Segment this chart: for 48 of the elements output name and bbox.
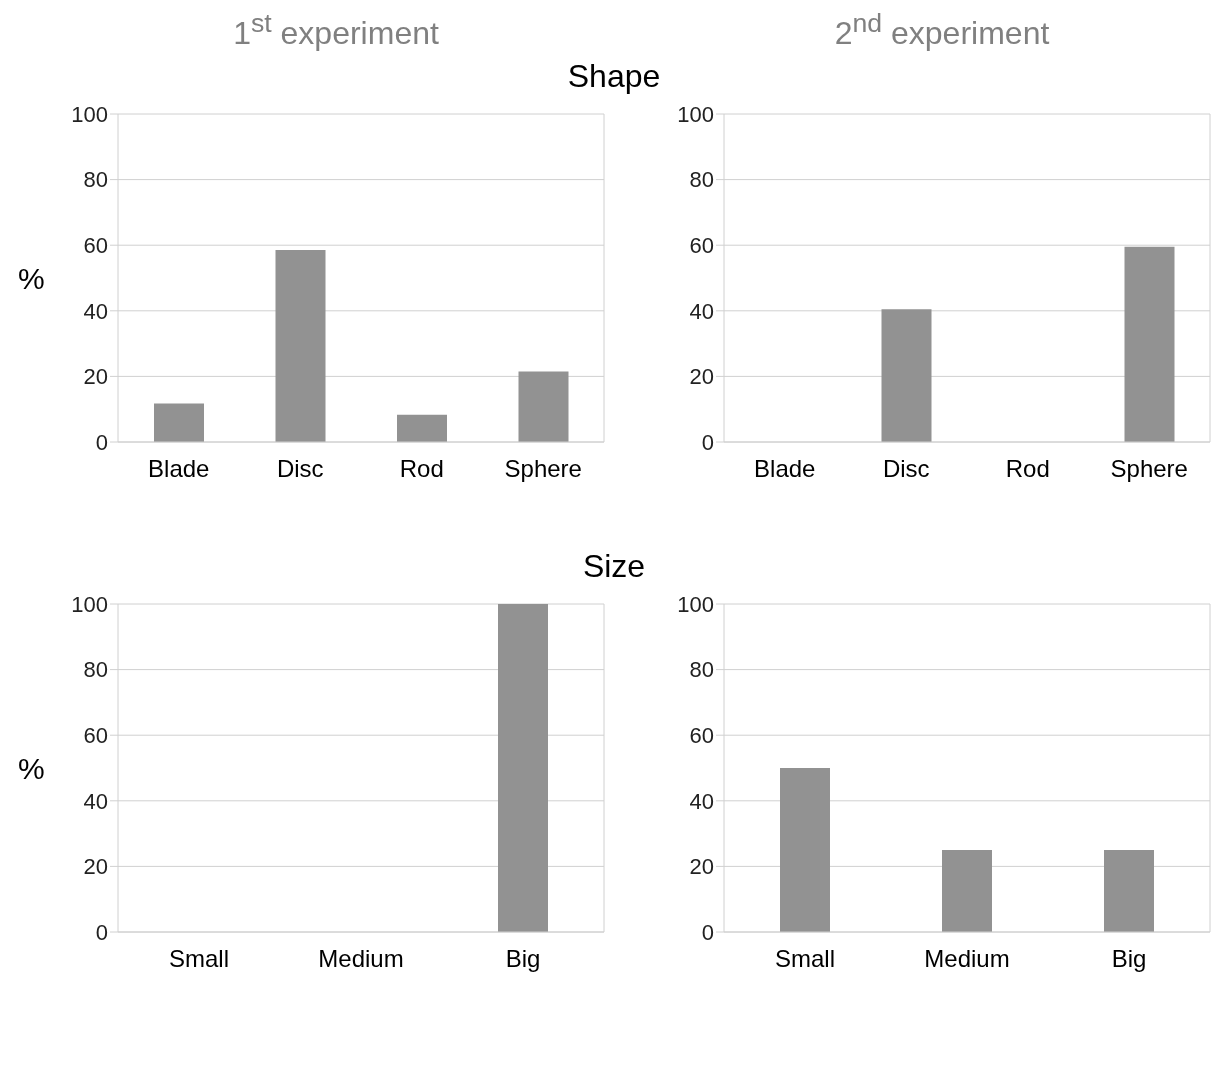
y-tick-label: 100 <box>677 101 714 127</box>
y-tick-label: 60 <box>83 722 108 748</box>
x-tick-label: Blade <box>148 454 210 482</box>
y-tick-label: 20 <box>83 363 108 389</box>
y-tick-label: 40 <box>689 298 714 324</box>
y-axis-title: % <box>18 751 45 786</box>
x-tick-label: Medium <box>318 944 404 972</box>
y-axis-title: % <box>18 261 45 296</box>
y-tick-label: 100 <box>677 591 714 617</box>
bar <box>154 403 204 442</box>
y-tick-label: 60 <box>689 722 714 748</box>
y-tick-label: 80 <box>689 167 714 193</box>
x-tick-label: Sphere <box>1110 454 1188 482</box>
x-tick-label: Big <box>505 944 541 972</box>
y-tick-label: 80 <box>83 167 108 193</box>
x-tick-label: Small <box>774 944 836 972</box>
chart-title: 2$^{nd}$ experiment <box>833 8 1051 52</box>
x-tick-label: Blade <box>754 454 816 482</box>
y-tick-label: 100 <box>71 101 108 127</box>
y-tick-label: 60 <box>689 232 714 258</box>
y-tick-label: 0 <box>95 429 108 455</box>
x-tick-label: Small <box>168 944 230 972</box>
y-tick-label: 0 <box>701 919 714 945</box>
x-tick-label: Sphere <box>504 454 582 482</box>
chart-subtitle: Size <box>582 548 646 586</box>
bar <box>518 371 569 442</box>
y-tick-label: 40 <box>83 298 108 324</box>
y-tick-label: 40 <box>83 788 108 814</box>
x-tick-label: Disc <box>276 454 324 482</box>
y-tick-label: 20 <box>83 853 108 879</box>
x-tick-label: Medium <box>924 944 1010 972</box>
y-tick-label: 80 <box>689 657 714 683</box>
y-tick-label: 0 <box>95 919 108 945</box>
y-tick-label: 0 <box>701 429 714 455</box>
y-tick-label: 20 <box>689 363 714 389</box>
x-tick-label: Rod <box>1005 454 1050 482</box>
chart-subtitle: Shape <box>567 58 661 96</box>
y-tick-label: 60 <box>83 232 108 258</box>
bar <box>275 249 326 442</box>
x-tick-label: Disc <box>882 454 930 482</box>
bar <box>397 414 447 442</box>
y-tick-label: 80 <box>83 657 108 683</box>
x-tick-label: Rod <box>399 454 444 482</box>
chart-title: 1$^{st}$ experiment <box>232 8 440 52</box>
y-tick-label: 20 <box>689 853 714 879</box>
y-tick-label: 40 <box>689 788 714 814</box>
y-tick-label: 100 <box>71 591 108 617</box>
x-tick-label: Big <box>1111 944 1147 972</box>
